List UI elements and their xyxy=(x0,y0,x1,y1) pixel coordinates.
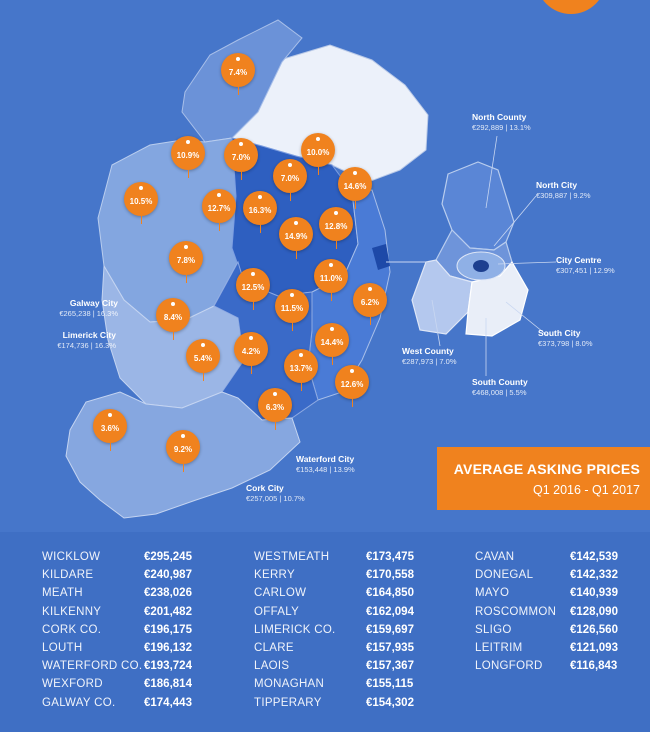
county-name: WATERFORD CO. xyxy=(42,660,143,673)
county-name: CAVAN xyxy=(475,551,515,563)
price-change-marker: 3.6% xyxy=(93,409,127,451)
county-name: WESTMEATH xyxy=(254,551,330,563)
county-price: €193,724 xyxy=(144,660,192,673)
county-price: €159,697 xyxy=(366,623,414,636)
price-change-marker: 10.9% xyxy=(171,136,205,178)
banner-subtitle: Q1 2016 - Q1 2017 xyxy=(532,483,640,497)
county-name: ROSCOMMON xyxy=(475,605,557,618)
county-price: €128,090 xyxy=(570,605,618,618)
price-table: WICKLOW €295,245 KILDARE €240,987 MEATH €238,… xyxy=(0,532,650,732)
county-price: €164,850 xyxy=(366,587,414,600)
county-price: €162,094 xyxy=(366,605,414,618)
county-name: LIMERICK CO. xyxy=(254,623,336,636)
price-change-marker: 7.0% xyxy=(224,138,258,180)
price-change-marker: 16.3% xyxy=(243,191,277,233)
county-price: €196,132 xyxy=(144,641,192,654)
county-price: €140,939 xyxy=(570,587,618,600)
city-centre-label: City Centre €307,451 | 12.9% xyxy=(556,255,615,275)
title-banner: AVERAGE ASKING PRICES Q1 2016 - Q1 2017 xyxy=(437,447,650,510)
county-price: €174,443 xyxy=(144,696,192,709)
county-price: €126,560 xyxy=(570,623,618,636)
county-price: €295,245 xyxy=(144,551,192,563)
north-county-label: North County €292,889 | 13.1% xyxy=(472,112,531,132)
south-city-label: South City €373,798 | 8.0% xyxy=(538,328,593,348)
price-change-marker: 4.2% xyxy=(234,332,268,374)
county-price: €155,115 xyxy=(366,678,414,691)
county-price: €157,367 xyxy=(366,660,414,673)
county-price: €173,475 xyxy=(366,551,414,563)
price-change-marker: 12.5% xyxy=(236,268,270,310)
price-change-marker: 10.0% xyxy=(301,133,335,175)
county-price: €142,539 xyxy=(570,551,618,563)
price-change-marker: 14.6% xyxy=(338,167,372,209)
county-price: €116,843 xyxy=(570,660,618,673)
county-price: €121,093 xyxy=(570,641,618,654)
price-change-marker: 9.2% xyxy=(166,430,200,472)
price-change-marker: 12.6% xyxy=(335,365,369,407)
price-change-marker: 7.0% xyxy=(273,159,307,201)
county-name: LOUTH xyxy=(42,641,83,654)
banner-title: AVERAGE ASKING PRICES xyxy=(453,461,640,477)
west-county-label: West County €287,973 | 7.0% xyxy=(402,346,457,366)
county-name: KILKENNY xyxy=(42,605,102,618)
south-county-label: South County €468,008 | 5.5% xyxy=(472,377,528,397)
county-price: €238,026 xyxy=(144,587,192,600)
county-price: €170,558 xyxy=(366,569,414,582)
cork-city-label: Cork City €257,005 | 10.7% xyxy=(246,483,305,503)
county-name: SLIGO xyxy=(475,623,512,636)
dublin-region xyxy=(372,244,390,270)
price-change-marker: 6.3% xyxy=(258,388,292,430)
county-name: WICKLOW xyxy=(42,551,101,563)
county-price: €240,987 xyxy=(144,569,192,582)
waterford-city-label: Waterford City €153,448 | 13.9% xyxy=(296,454,355,474)
county-name: LAOIS xyxy=(254,660,290,673)
county-name: MEATH xyxy=(42,587,83,600)
price-change-marker: 12.8% xyxy=(319,207,353,249)
map-panel: 7.4% 10.9% 7.0% 10.0% 7.0% 14.6% 10.5% 1… xyxy=(57,0,650,519)
price-change-marker: 14.9% xyxy=(279,217,313,259)
county-price: €186,814 xyxy=(144,678,192,691)
county-name: DONEGAL xyxy=(475,569,534,582)
county-name: LEITRIM xyxy=(475,641,523,654)
county-name: MAYO xyxy=(475,587,510,600)
county-name: OFFALY xyxy=(254,605,300,618)
north-city-label: North City €309,887 | 9.2% xyxy=(536,180,591,200)
county-name: KERRY xyxy=(254,569,295,582)
county-name: CLARE xyxy=(254,641,294,654)
dublin-inset xyxy=(386,161,529,337)
price-change-marker: 8.4% xyxy=(156,298,190,340)
price-change-marker: 11.0% xyxy=(314,259,348,301)
price-change-marker: 12.7% xyxy=(202,189,236,231)
county-name: TIPPERARY xyxy=(254,696,322,709)
county-name: MONAGHAN xyxy=(254,678,325,691)
county-name: GALWAY CO. xyxy=(42,696,116,709)
county-name: KILDARE xyxy=(42,569,94,582)
galway-city-label: Galway City €265,238 | 16.3% xyxy=(59,298,118,318)
price-change-marker: 6.2% xyxy=(353,283,387,325)
county-price: €142,332 xyxy=(570,569,618,582)
price-change-marker: 14.4% xyxy=(315,323,349,365)
limerick-city-label: Limerick City €174,736 | 16.3% xyxy=(57,330,116,350)
county-name: LONGFORD xyxy=(475,660,543,673)
county-name: WEXFORD xyxy=(42,678,103,691)
price-change-marker: 7.8% xyxy=(169,241,203,283)
county-name: CORK CO. xyxy=(42,623,102,636)
county-name: CARLOW xyxy=(254,587,307,600)
price-change-marker: 7.4% xyxy=(221,53,255,95)
county-price: €196,175 xyxy=(144,623,192,636)
price-change-marker: 13.7% xyxy=(284,349,318,391)
county-price: €154,302 xyxy=(366,696,414,709)
price-change-marker: 11.5% xyxy=(275,289,309,331)
county-price: €201,482 xyxy=(144,605,192,618)
county-price: €157,935 xyxy=(366,641,414,654)
price-change-marker: 10.5% xyxy=(124,182,158,224)
price-change-marker: 5.4% xyxy=(186,339,220,381)
